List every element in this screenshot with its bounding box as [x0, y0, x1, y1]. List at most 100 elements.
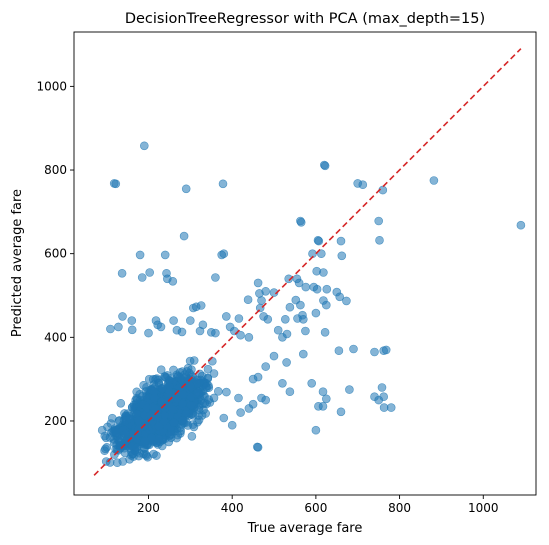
data-point: [299, 350, 307, 358]
data-point: [376, 236, 384, 244]
x-tick-label: 800: [388, 501, 411, 515]
data-point: [382, 346, 390, 354]
data-point: [202, 410, 210, 418]
data-point: [220, 250, 228, 258]
data-point: [211, 274, 219, 282]
data-point: [321, 162, 329, 170]
y-tick-label: 200: [44, 414, 67, 428]
data-point: [148, 434, 156, 442]
data-point: [196, 327, 204, 335]
data-point: [281, 315, 289, 323]
data-point: [145, 375, 153, 383]
data-point: [371, 348, 379, 356]
data-point: [297, 218, 305, 226]
data-point: [338, 252, 346, 260]
data-point: [222, 312, 230, 320]
data-point: [179, 416, 187, 424]
data-point: [182, 185, 190, 193]
data-point: [208, 357, 216, 365]
data-point: [319, 402, 327, 410]
data-point: [150, 394, 158, 402]
data-point: [133, 444, 141, 452]
data-point: [165, 438, 173, 446]
data-point: [157, 323, 165, 331]
data-point: [387, 404, 395, 412]
data-point: [146, 269, 154, 277]
y-tick-label: 600: [44, 247, 67, 261]
data-point: [128, 317, 136, 325]
data-point: [313, 285, 321, 293]
data-point: [274, 326, 282, 334]
data-point: [380, 404, 388, 412]
data-point: [262, 396, 270, 404]
data-point: [157, 366, 165, 374]
data-point: [107, 420, 115, 428]
data-point: [140, 381, 148, 389]
chart-title: DecisionTreeRegressor with PCA (max_dept…: [125, 11, 485, 27]
data-point: [350, 345, 358, 353]
data-point: [299, 315, 307, 323]
data-point: [203, 400, 211, 408]
data-point: [161, 411, 169, 419]
data-point: [278, 379, 286, 387]
x-tick-label: 1000: [468, 501, 499, 515]
data-point: [126, 414, 134, 422]
data-point: [119, 312, 127, 320]
data-point: [169, 277, 177, 285]
data-point: [178, 328, 186, 336]
data-point: [187, 401, 195, 409]
data-point: [170, 418, 178, 426]
data-point: [187, 393, 195, 401]
x-tick-label: 600: [304, 501, 327, 515]
data-point: [204, 365, 212, 373]
data-point: [264, 315, 272, 323]
data-point: [249, 400, 257, 408]
data-point: [138, 392, 146, 400]
data-point: [321, 328, 329, 336]
data-point: [186, 317, 194, 325]
data-point: [244, 296, 252, 304]
data-point: [117, 399, 125, 407]
data-point: [323, 285, 331, 293]
data-point: [286, 388, 294, 396]
data-point: [161, 251, 169, 259]
data-point: [120, 440, 128, 448]
data-point: [308, 379, 316, 387]
data-point: [235, 394, 243, 402]
data-point: [143, 452, 151, 460]
data-point: [186, 382, 194, 390]
data-point: [178, 400, 186, 408]
data-point: [169, 405, 177, 413]
data-point: [322, 395, 330, 403]
y-tick-label: 800: [44, 163, 67, 177]
data-point: [173, 434, 181, 442]
data-point: [138, 274, 146, 282]
data-point: [202, 383, 210, 391]
data-point: [319, 269, 327, 277]
data-point: [165, 376, 173, 384]
data-point: [337, 408, 345, 416]
data-point: [380, 393, 388, 401]
data-point: [430, 177, 438, 185]
data-point: [342, 297, 350, 305]
y-tick-label: 1000: [36, 79, 67, 93]
data-point: [220, 414, 228, 422]
data-point: [286, 303, 294, 311]
data-point: [145, 329, 153, 337]
data-point: [106, 325, 114, 333]
data-point: [155, 435, 163, 443]
data-point: [98, 426, 106, 434]
data-point: [256, 304, 264, 312]
data-point: [179, 391, 187, 399]
data-point: [302, 283, 310, 291]
data-point: [235, 315, 243, 323]
data-point: [345, 386, 353, 394]
data-point: [136, 251, 144, 259]
data-point: [359, 181, 367, 189]
x-tick-label: 400: [221, 501, 244, 515]
data-point: [188, 432, 196, 440]
data-point: [283, 358, 291, 366]
data-point: [140, 142, 148, 150]
data-point: [378, 384, 386, 392]
data-point: [114, 323, 122, 331]
